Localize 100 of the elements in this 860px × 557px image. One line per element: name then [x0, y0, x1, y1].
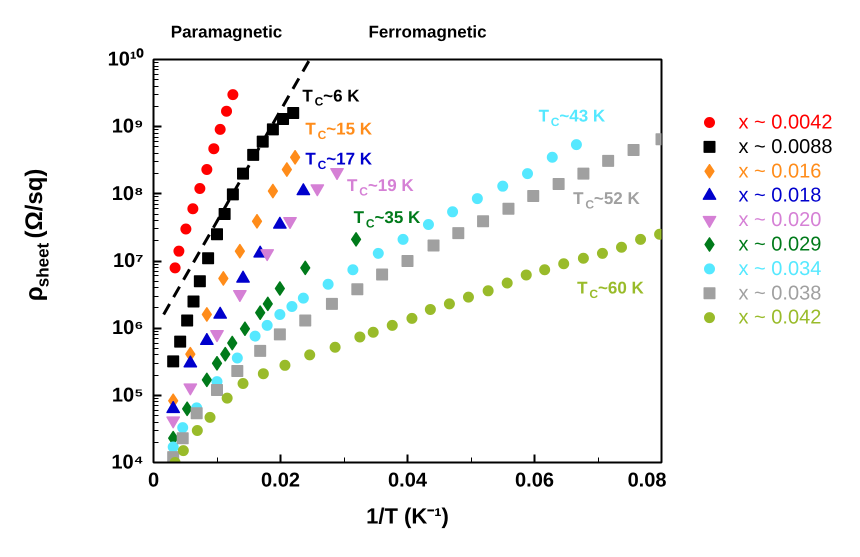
- point: [167, 355, 180, 368]
- point: [274, 328, 286, 340]
- point: [222, 392, 233, 404]
- legend-label: x ~ 0.034: [738, 258, 822, 280]
- point: [202, 306, 212, 322]
- point: [368, 326, 379, 338]
- point: [174, 336, 186, 348]
- point: [578, 252, 589, 264]
- point: [262, 320, 273, 331]
- point: [194, 183, 206, 194]
- point: [372, 248, 384, 259]
- point: [482, 285, 494, 296]
- point: [351, 283, 364, 296]
- point: [402, 255, 414, 267]
- point: [211, 228, 223, 240]
- point: [472, 193, 483, 204]
- point: [522, 168, 534, 180]
- point: [268, 184, 278, 199]
- point: [502, 202, 514, 215]
- point: [212, 356, 222, 371]
- x-axis-title: 1/T (K⁻¹): [366, 504, 449, 528]
- legend-label: x ~ 0.020: [738, 209, 822, 232]
- point: [386, 320, 398, 331]
- x-tick-label: 0.06: [515, 470, 554, 492]
- point: [204, 412, 216, 423]
- point: [258, 368, 269, 380]
- y-tick-label: 10⁴: [111, 452, 144, 474]
- y-tick-label: 10⁷: [113, 250, 144, 272]
- y-axis-title: ρsheet(Ω/sq): [21, 168, 52, 302]
- text: Paramagnetic: [170, 22, 282, 42]
- legend-label: x ~ 0.0042: [738, 111, 832, 134]
- point: [202, 372, 212, 388]
- point: [232, 352, 243, 364]
- point: [177, 422, 188, 434]
- x-tick-label: 0.04: [388, 470, 428, 492]
- point: [322, 278, 334, 290]
- x-tick-label: 0.08: [628, 470, 667, 492]
- point: [250, 330, 261, 342]
- x-tick-label: 0: [148, 470, 160, 492]
- point: [190, 407, 203, 420]
- point: [202, 252, 214, 264]
- point: [376, 268, 388, 280]
- point: [570, 139, 582, 150]
- point: [178, 445, 189, 456]
- y-tick-label: 10¹⁰: [108, 48, 144, 70]
- point: [170, 262, 181, 274]
- point: [182, 401, 192, 416]
- point: [398, 234, 409, 245]
- point: [238, 378, 249, 389]
- point: [298, 292, 309, 304]
- y-tick-label: 10⁶: [112, 317, 144, 340]
- point: [462, 292, 474, 303]
- point: [201, 164, 212, 176]
- legend-label: x ~ 0.016: [738, 160, 822, 182]
- point: [350, 232, 362, 247]
- point: [299, 314, 312, 327]
- point: [286, 301, 298, 312]
- point: [221, 106, 232, 117]
- point: [527, 190, 540, 202]
- point: [274, 308, 286, 320]
- point: [602, 154, 614, 167]
- point: [211, 384, 223, 396]
- point: [447, 206, 458, 218]
- point: [188, 295, 200, 308]
- legend-label: x ~ 0.0088: [738, 136, 832, 158]
- point: [227, 89, 238, 100]
- point: [635, 234, 646, 245]
- point: [176, 432, 189, 444]
- point: [558, 258, 570, 270]
- x-tick-label: 0.02: [261, 470, 300, 492]
- legend-label: x ~ 0.029: [738, 233, 822, 256]
- point: [181, 314, 194, 327]
- point: [577, 168, 590, 180]
- point: [208, 143, 220, 154]
- point: [330, 342, 341, 353]
- point: [231, 365, 244, 378]
- point: [240, 321, 250, 336]
- point: [347, 264, 358, 276]
- point: [520, 269, 532, 280]
- point: [266, 123, 279, 136]
- point: [406, 312, 418, 324]
- point: [422, 218, 434, 230]
- point: [428, 240, 440, 252]
- point: [187, 203, 198, 214]
- point: [304, 349, 316, 360]
- point: [497, 180, 508, 192]
- point: [452, 227, 464, 240]
- point: [290, 150, 300, 165]
- point: [274, 280, 286, 296]
- point: [546, 152, 558, 163]
- point: [444, 298, 455, 310]
- text: Ferromagnetic: [368, 22, 487, 42]
- legend-label: x ~ 0.018: [738, 184, 822, 207]
- point: [539, 264, 550, 276]
- y-tick-label: 10⁵: [112, 384, 144, 406]
- point: [282, 162, 292, 178]
- point: [477, 215, 490, 228]
- point: [552, 178, 565, 190]
- point: [168, 442, 179, 453]
- point: [596, 248, 608, 259]
